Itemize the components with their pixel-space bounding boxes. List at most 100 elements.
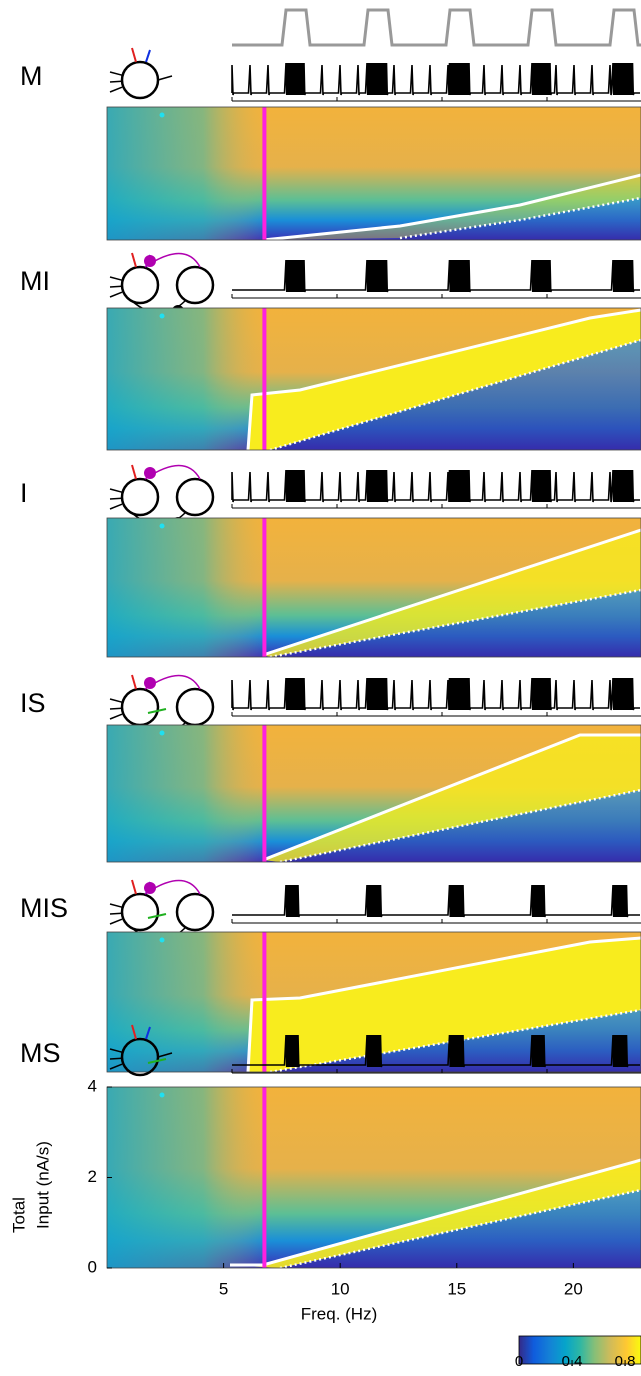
marker-dot [159, 937, 165, 943]
voltage-trace [232, 259, 640, 293]
neuron-icon [120, 60, 160, 100]
heatmap [107, 518, 641, 657]
voltage-trace [231, 62, 640, 96]
high-band [248, 310, 641, 450]
input-arrow [109, 80, 123, 83]
dotted-boundary [279, 1188, 641, 1268]
input-arrow [109, 497, 123, 500]
input-arrow [109, 698, 123, 703]
heatmap [107, 725, 641, 862]
blue-arrow [145, 49, 151, 63]
input-arrow [109, 1063, 123, 1070]
input-arrow [109, 71, 123, 76]
red-arrow [131, 1024, 137, 1040]
colorbar [518, 1335, 641, 1365]
heatmap-frame [106, 106, 641, 241]
neuron-icon [175, 477, 215, 517]
input-arrow [109, 713, 123, 720]
neuron-icon [175, 265, 215, 305]
red-arrow [131, 47, 137, 63]
neuron-icon [120, 687, 160, 727]
input-arrow [109, 912, 123, 915]
x-tick-label: 20 [564, 1279, 583, 1298]
voltage-trace [232, 884, 640, 918]
panel-label: M [20, 61, 43, 91]
dotted-boundary [279, 788, 641, 862]
input-arrow [109, 903, 123, 908]
heatmap-frame [106, 307, 641, 451]
input-arrow [109, 918, 123, 925]
marker-dot [159, 112, 165, 118]
y-tick-label: 2 [88, 1167, 97, 1186]
marker-dot [159, 523, 165, 529]
voltage-trace [231, 677, 640, 711]
solid-boundary [262, 528, 641, 657]
neuron-icon [120, 477, 160, 517]
y-axis-label: Total [9, 1197, 28, 1233]
colorbar-tick-label: 0.4 [562, 1353, 583, 1370]
marker-dot [159, 730, 165, 736]
neuron-icon [175, 687, 215, 727]
panel-label: MIS [20, 893, 68, 923]
input-arrow [109, 285, 123, 288]
input-arrow [109, 707, 123, 710]
solid-boundary [262, 173, 641, 240]
heatmap-frame [106, 517, 641, 658]
heatmap [107, 1087, 641, 1268]
green-arrow [147, 913, 167, 919]
x-tick-label: 5 [219, 1279, 228, 1298]
synapse [144, 677, 156, 689]
stimulus [232, 8, 641, 47]
dotted-boundary [399, 196, 641, 240]
neuron-icon [120, 265, 160, 305]
input-arrow [109, 276, 123, 281]
input-arrow [157, 1052, 173, 1058]
y-tick-label: 0 [88, 1257, 97, 1276]
solid-boundary [262, 733, 641, 862]
panel-label: MS [20, 1038, 61, 1068]
heatmap [107, 107, 641, 240]
synapse [144, 255, 156, 267]
panel-label: I [20, 478, 28, 508]
neuron-icon [120, 892, 160, 932]
red-arrow [131, 674, 137, 690]
input-arrow [109, 503, 123, 510]
y-tick-label: 4 [88, 1076, 97, 1095]
green-arrow [147, 1058, 167, 1064]
green-arrow [147, 708, 167, 714]
marker-dot [159, 313, 165, 319]
neuron-icon [175, 892, 215, 932]
high-band [263, 735, 641, 862]
heatmap [107, 308, 641, 450]
heatmap-frame [106, 931, 641, 1073]
colorbar-tick-label: 0.8 [615, 1353, 636, 1370]
solid-boundary [246, 308, 641, 450]
marker-dot [159, 1092, 165, 1098]
input-arrow [109, 291, 123, 298]
voltage-trace [231, 469, 640, 503]
input-arrow [109, 1057, 123, 1060]
input-arrow [109, 1048, 123, 1053]
voltage-trace [232, 1034, 640, 1068]
heatmap-frame [106, 724, 641, 863]
blue-arrow [145, 1026, 151, 1040]
x-tick-label: 10 [331, 1279, 350, 1298]
red-arrow [131, 464, 137, 480]
colorbar-tick-label: 0 [515, 1353, 523, 1370]
input-arrow [109, 488, 123, 493]
red-arrow [131, 252, 137, 268]
synapse [144, 467, 156, 479]
high-band [263, 175, 641, 240]
input-arrow [109, 86, 123, 93]
synapse [144, 882, 156, 894]
panel-label: IS [20, 688, 46, 718]
red-arrow [131, 879, 137, 895]
solid-boundary [246, 936, 641, 1072]
x-tick-label: 15 [447, 1279, 466, 1298]
x-axis-label: Freq. (Hz) [301, 1304, 378, 1323]
high-band [248, 938, 641, 1072]
y-axis-label: Input (nA/s) [33, 1141, 52, 1229]
input-arrow [157, 75, 173, 81]
panel-label: MI [20, 266, 50, 296]
